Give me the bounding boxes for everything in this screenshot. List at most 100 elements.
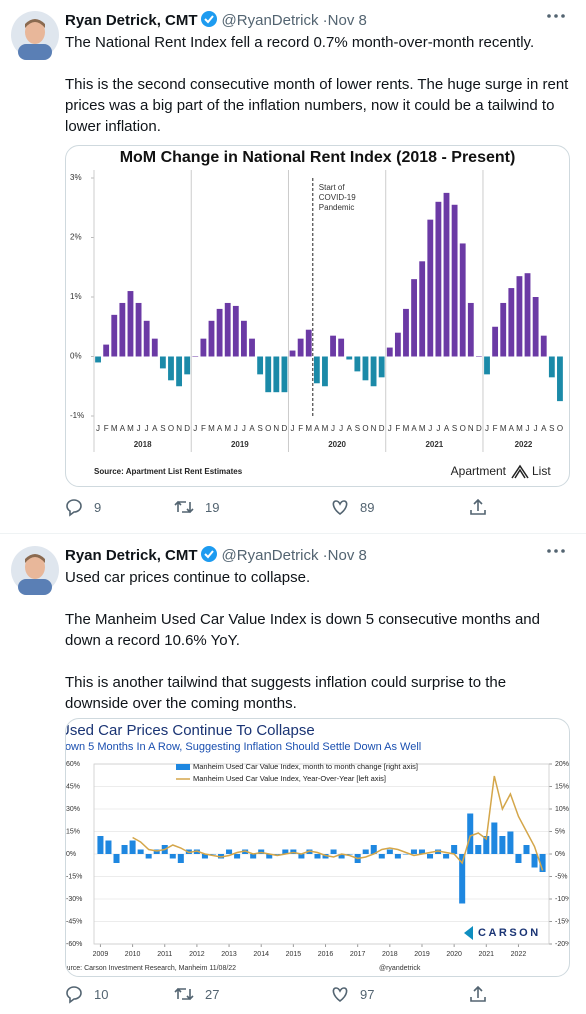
x-tick-label: M: [500, 424, 507, 433]
x-tick-label: O: [362, 424, 368, 433]
legend-swatch: [176, 764, 190, 770]
bar: [232, 305, 239, 357]
bar: [137, 849, 144, 854]
more-button[interactable]: [546, 12, 566, 20]
annotation: Pandemic: [319, 203, 355, 212]
bar: [475, 845, 482, 854]
author-name[interactable]: Ryan Detrick, CMT: [65, 12, 198, 29]
x-tick-label: J: [331, 424, 335, 433]
chart-subtitle: Down 5 Months In A Row, Suggesting Infla…: [66, 741, 421, 753]
x-tick-label: A: [314, 424, 320, 433]
bar: [322, 356, 328, 387]
bar: [216, 308, 223, 357]
bar: [362, 849, 369, 854]
avatar[interactable]: [10, 545, 60, 595]
y-tick-label: -45%: [66, 918, 82, 925]
avatar[interactable]: [10, 10, 60, 60]
bar: [129, 840, 136, 854]
share-button[interactable]: [468, 984, 488, 1004]
bar: [443, 192, 450, 357]
like-button[interactable]: 97: [330, 984, 374, 1004]
x-tick-label: M: [127, 424, 134, 433]
bar: [224, 302, 231, 357]
reply-button[interactable]: 9: [64, 497, 101, 517]
tweet[interactable]: Ryan Detrick, CMT @RyanDetrickNov 8 Used …: [0, 535, 586, 1014]
paragraph: This is the second consecutive month of …: [65, 76, 569, 135]
bar: [298, 854, 305, 859]
bar: [531, 854, 538, 868]
bar: [234, 854, 241, 859]
x-tick-label: A: [411, 424, 417, 433]
media[interactable]: MoM Change in National Rent Index (2018 …: [65, 145, 570, 487]
x-tick-label: A: [347, 424, 353, 433]
bar: [403, 308, 409, 357]
x-tick-label: D: [282, 424, 288, 433]
bar: [266, 854, 273, 859]
bar: [540, 335, 547, 357]
share-button[interactable]: [468, 497, 488, 517]
bar: [443, 854, 450, 859]
verified-badge: [200, 11, 217, 27]
y2-tick-label: -5%: [555, 873, 567, 880]
bar: [370, 845, 377, 854]
bar: [451, 204, 458, 357]
x-tick-label: F: [493, 424, 498, 433]
bar: [330, 849, 337, 854]
date[interactable]: Nov 8: [318, 547, 366, 564]
x-tick-label: N: [176, 424, 182, 433]
bar: [105, 840, 112, 854]
media[interactable]: Used Car Prices Continue To Collapse Down…: [65, 718, 570, 977]
bar: [176, 356, 183, 387]
like-count: 89: [360, 499, 375, 515]
x-tick-label: 2012: [189, 951, 205, 958]
bar: [459, 243, 466, 357]
verified-badge: [200, 546, 217, 562]
bar: [418, 849, 426, 854]
bar: [427, 219, 434, 357]
bar: [402, 854, 409, 855]
x-tick-label: O: [168, 424, 174, 433]
x-tick-label: M: [224, 424, 231, 433]
source: Source: Carson Investment Research, Manh…: [66, 965, 236, 972]
retweet-button[interactable]: 19: [173, 497, 219, 517]
x-tick-label: 2010: [125, 951, 141, 958]
x-tick-label: 2020: [446, 951, 462, 958]
x-tick-label: A: [120, 424, 126, 433]
x-tick-label: M: [208, 424, 215, 433]
x-tick-label: O: [265, 424, 271, 433]
bar: [330, 335, 336, 357]
y-tick-label: 15%: [66, 828, 80, 835]
bar: [257, 356, 264, 375]
logo: CARSON: [478, 927, 541, 939]
reply-button[interactable]: 10: [64, 984, 108, 1004]
bar: [282, 849, 289, 854]
retweet-button[interactable]: 27: [173, 984, 219, 1004]
year-label: 2022: [515, 440, 533, 449]
date[interactable]: Nov 8: [318, 12, 366, 29]
y2-tick-label: 5%: [555, 828, 565, 835]
handle[interactable]: @RyanDetrick: [221, 12, 319, 29]
more-button[interactable]: [546, 547, 566, 555]
x-tick-label: J: [526, 424, 530, 433]
action-bar: 10 27 97: [60, 984, 490, 1008]
like-button[interactable]: 89: [330, 497, 374, 517]
author-name[interactable]: Ryan Detrick, CMT: [65, 547, 198, 564]
x-tick-label: S: [549, 424, 554, 433]
y-tick-label: 2%: [70, 233, 82, 242]
like-icon: [332, 500, 348, 516]
handle[interactable]: @RyanDetrick: [221, 547, 319, 564]
bar: [435, 201, 442, 357]
x-tick-label: M: [111, 424, 118, 433]
x-tick-label: J: [534, 424, 538, 433]
year-label: 2021: [425, 440, 443, 449]
x-tick-label: S: [355, 424, 360, 433]
x-tick-label: J: [145, 424, 149, 433]
year-label: 2020: [328, 440, 346, 449]
x-tick-label: A: [249, 424, 255, 433]
bar: [539, 854, 546, 872]
bar: [507, 831, 514, 854]
tweet[interactable]: Ryan Detrick, CMT @RyanDetrickNov 8 The N…: [0, 0, 586, 534]
x-tick-label: 2019: [414, 951, 430, 958]
bar: [362, 356, 369, 381]
